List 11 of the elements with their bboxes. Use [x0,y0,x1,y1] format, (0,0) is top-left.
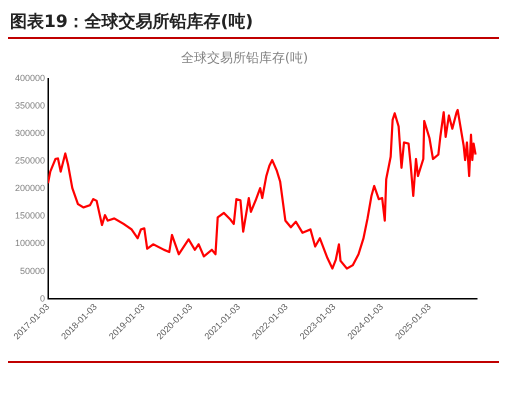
y-tick-label: 150000 [14,210,46,221]
y-tick-label: 50000 [20,266,46,276]
y-tick-label: 400000 [14,73,46,84]
y-tick-label: 300000 [14,128,46,138]
y-tick-label: 350000 [14,100,46,111]
chart-title: 图表19：全球交易所铅库存(吨) [9,11,254,34]
y-tick-label: 200000 [14,183,46,194]
y-tick-label: 0 [40,293,46,304]
y-tick-label: 100000 [14,238,46,248]
y-tick-label: 250000 [14,156,46,166]
chart-subtitle: 全球交易所铅库存(吨) [180,50,308,66]
